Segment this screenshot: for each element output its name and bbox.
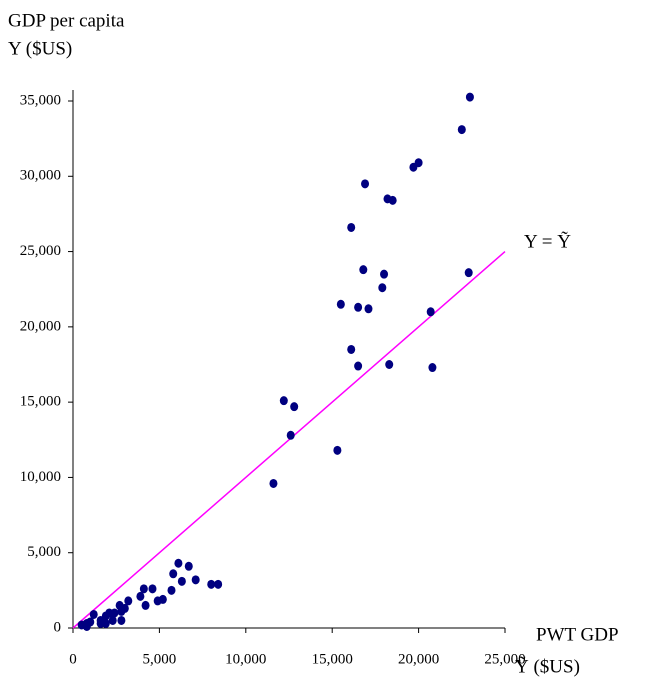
point — [117, 615, 126, 625]
y-tick-label: 35,000 — [20, 92, 61, 108]
y-tick-label: 30,000 — [20, 168, 61, 184]
point — [378, 283, 387, 293]
point — [426, 307, 435, 317]
point — [464, 268, 473, 278]
point — [428, 363, 437, 373]
point — [361, 179, 370, 189]
y-tick-label: 10,000 — [20, 469, 61, 485]
point — [174, 558, 183, 568]
x-axis-label: Ỹ ($US) — [515, 655, 580, 677]
point — [359, 265, 368, 275]
point — [177, 576, 186, 586]
x-tick-label: 20,000 — [398, 651, 439, 667]
y-axis-label: GDP per capita — [8, 10, 125, 31]
y-tick-label: 20,000 — [20, 318, 61, 334]
point — [269, 478, 278, 488]
y-tick-label: 25,000 — [20, 243, 61, 259]
point — [279, 396, 288, 406]
x-axis-label: PWT GDP — [536, 624, 619, 645]
x-tick-label: 10,000 — [225, 651, 266, 667]
point — [167, 585, 176, 595]
point — [120, 603, 129, 613]
point — [347, 344, 356, 354]
point — [89, 609, 98, 619]
point — [139, 584, 148, 594]
point — [409, 162, 418, 172]
point — [141, 600, 150, 610]
x-tick-label: 25,000 — [484, 651, 525, 667]
point — [388, 195, 397, 205]
point — [354, 361, 363, 371]
point — [124, 596, 133, 606]
point — [184, 561, 193, 571]
point — [465, 92, 474, 102]
point — [214, 579, 223, 589]
point — [77, 620, 86, 630]
x-tick-label: 5,000 — [143, 651, 177, 667]
point — [101, 618, 110, 628]
point — [333, 445, 342, 455]
point — [385, 360, 394, 369]
point — [336, 299, 345, 309]
y-tick-label: 0 — [54, 619, 62, 635]
point — [347, 222, 356, 232]
point — [286, 430, 295, 440]
x-tick-label: 15,000 — [312, 651, 353, 667]
point — [354, 302, 363, 312]
y-tick-label: 5,000 — [27, 544, 61, 560]
point — [207, 579, 216, 589]
point — [136, 591, 145, 601]
point — [108, 615, 117, 625]
x-tick-label: 0 — [69, 651, 77, 667]
point — [364, 304, 373, 314]
y-tick-label: 15,000 — [20, 394, 61, 410]
y-axis-label: Y ($US) — [8, 38, 72, 59]
point — [86, 617, 95, 627]
reference-line — [72, 251, 506, 629]
point — [380, 269, 389, 279]
point — [153, 596, 162, 606]
point — [148, 584, 157, 594]
point — [290, 402, 299, 412]
point — [191, 575, 200, 585]
point — [169, 569, 178, 579]
point — [457, 125, 466, 135]
reference-line-label: Y = Ỹ — [524, 230, 571, 252]
